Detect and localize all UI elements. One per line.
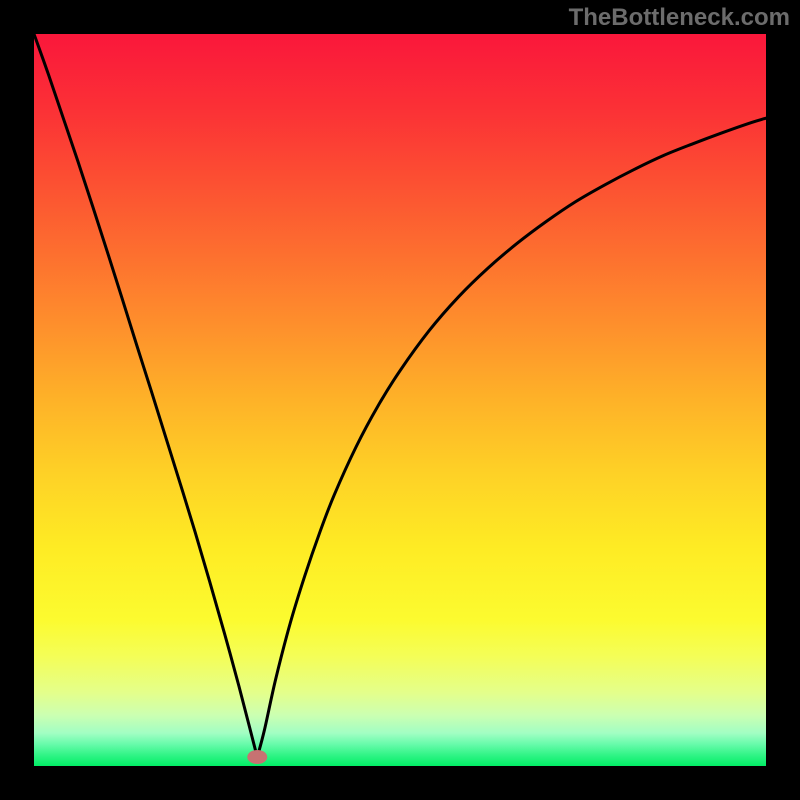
- chart-svg: [34, 34, 766, 766]
- minimum-marker: [247, 750, 267, 764]
- watermark-text: TheBottleneck.com: [569, 4, 790, 32]
- plot-background: [34, 34, 766, 766]
- plot-area: [34, 34, 766, 766]
- chart-frame: TheBottleneck.com: [0, 0, 800, 800]
